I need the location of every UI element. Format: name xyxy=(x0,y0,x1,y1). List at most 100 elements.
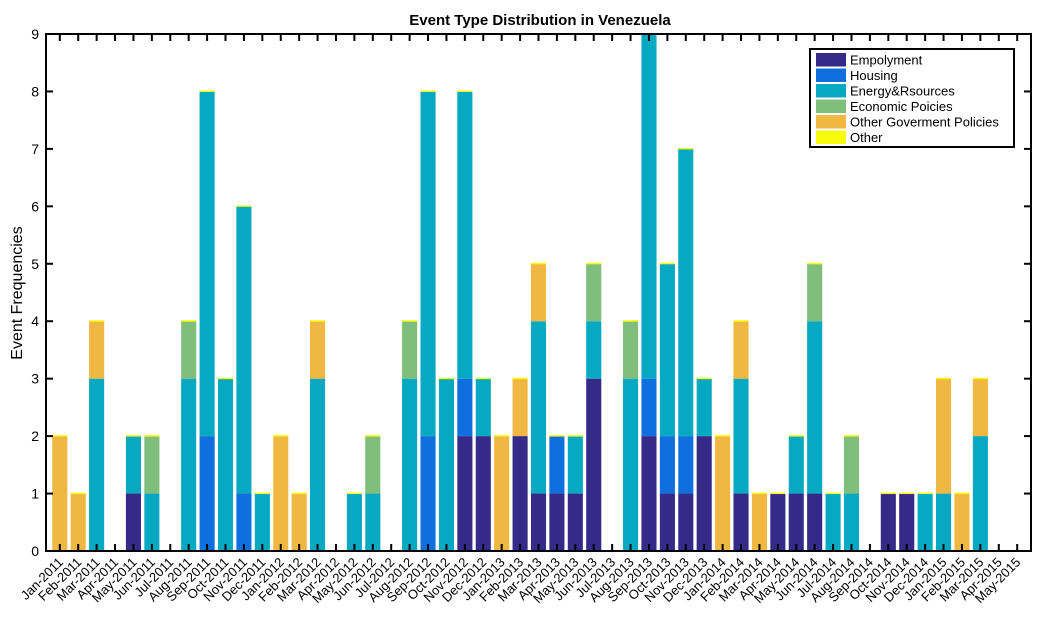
y-tick-label: 4 xyxy=(31,313,39,329)
bar-segment xyxy=(310,378,326,551)
chart-title: Event Type Distribution in Venezuela xyxy=(409,12,671,29)
bar-top-cap xyxy=(788,435,804,437)
bar-segment xyxy=(512,378,528,437)
bar-segment xyxy=(788,493,804,551)
bar-top-cap xyxy=(880,492,896,495)
bar-segment xyxy=(936,493,952,551)
bar-segment xyxy=(125,436,141,494)
bar-segment xyxy=(586,321,602,379)
bar-segment xyxy=(365,493,381,551)
legend-swatch xyxy=(816,130,846,144)
bar-segment xyxy=(623,378,639,551)
bar-top-cap xyxy=(530,262,547,265)
bar-segment xyxy=(346,493,362,551)
y-tick-label: 3 xyxy=(31,371,39,387)
bar-segment xyxy=(843,493,860,551)
bar-segment xyxy=(365,436,381,494)
bar-top-cap xyxy=(475,377,491,380)
bar-segment xyxy=(678,148,694,437)
legend-label: Housing xyxy=(850,68,898,83)
bar-segment xyxy=(512,436,528,551)
bar-segment xyxy=(659,493,675,551)
bar-segment xyxy=(52,436,68,551)
bar-segment xyxy=(144,436,160,494)
legend-swatch xyxy=(816,53,846,67)
bar-segment xyxy=(89,321,105,379)
y-tick-label: 8 xyxy=(31,83,39,99)
bar-segment xyxy=(181,378,197,551)
bar-segment xyxy=(807,263,823,322)
bar-segment xyxy=(586,378,602,551)
bar-top-cap xyxy=(125,435,141,437)
legend-label: Empolyment xyxy=(850,53,923,68)
bar-segment xyxy=(641,436,657,551)
bar-segment xyxy=(402,378,418,551)
bar-segment xyxy=(530,321,547,494)
bar-top-cap xyxy=(623,320,639,322)
bar-segment xyxy=(733,321,749,379)
bar-segment xyxy=(586,263,602,322)
bar-segment xyxy=(807,321,823,494)
bar-top-cap xyxy=(659,262,675,265)
bar-segment xyxy=(733,378,749,494)
bar-top-cap xyxy=(954,492,970,495)
bar-segment xyxy=(438,378,454,551)
bar-segment xyxy=(899,493,915,551)
bar-segment xyxy=(641,378,657,437)
bar-top-cap xyxy=(217,377,234,380)
bar-top-cap xyxy=(512,377,528,380)
bar-segment xyxy=(567,493,583,551)
bar-top-cap xyxy=(494,435,510,437)
bar-segment xyxy=(89,378,105,551)
bar-top-cap xyxy=(254,492,270,495)
bar-segment xyxy=(420,91,436,437)
bar-segment xyxy=(696,436,712,551)
bar-top-cap xyxy=(899,492,915,495)
bar-segment xyxy=(236,493,252,551)
bar-segment xyxy=(494,436,510,551)
legend-swatch xyxy=(816,84,846,98)
bar-segment xyxy=(217,378,234,551)
bar-top-cap xyxy=(972,377,988,380)
y-axis-label: Event Frequencies xyxy=(9,226,26,359)
legend-label: Other Goverment Policies xyxy=(850,115,999,130)
bar-segment xyxy=(917,493,933,551)
bar-segment xyxy=(549,436,565,494)
bar-segment xyxy=(181,321,197,379)
bar-segment xyxy=(199,436,215,551)
bar-top-cap xyxy=(807,262,823,265)
bar-top-cap xyxy=(586,262,602,265)
bar-segment xyxy=(402,321,418,379)
bar-top-cap xyxy=(696,377,712,380)
bar-segment xyxy=(457,378,473,437)
bar-segment xyxy=(678,493,694,551)
bar-segment xyxy=(843,436,860,494)
bar-segment xyxy=(936,378,952,494)
bar-top-cap xyxy=(199,90,215,92)
y-tick-label: 2 xyxy=(31,428,39,444)
bar-top-cap xyxy=(936,377,952,380)
bar-segment xyxy=(733,493,749,551)
bar-segment xyxy=(254,493,270,551)
bar-top-cap xyxy=(346,492,362,495)
legend-swatch xyxy=(816,115,846,129)
bar-top-cap xyxy=(438,377,454,380)
bar-top-cap xyxy=(52,435,68,437)
bar-top-cap xyxy=(843,435,860,437)
bar-segment xyxy=(70,493,86,551)
bar-segment xyxy=(236,206,252,494)
bar-top-cap xyxy=(715,435,731,437)
bar-segment xyxy=(125,493,141,551)
bar-segment xyxy=(880,493,896,551)
bar-top-cap xyxy=(420,90,436,92)
bar-segment xyxy=(199,91,215,437)
bar-segment xyxy=(715,436,731,551)
bar-top-cap xyxy=(273,435,289,437)
bar-segment xyxy=(475,436,491,551)
bar-segment xyxy=(475,378,491,437)
legend-swatch xyxy=(816,99,846,113)
bar-top-cap xyxy=(917,492,933,495)
bar-top-cap xyxy=(70,492,86,495)
bar-segment xyxy=(549,493,565,551)
